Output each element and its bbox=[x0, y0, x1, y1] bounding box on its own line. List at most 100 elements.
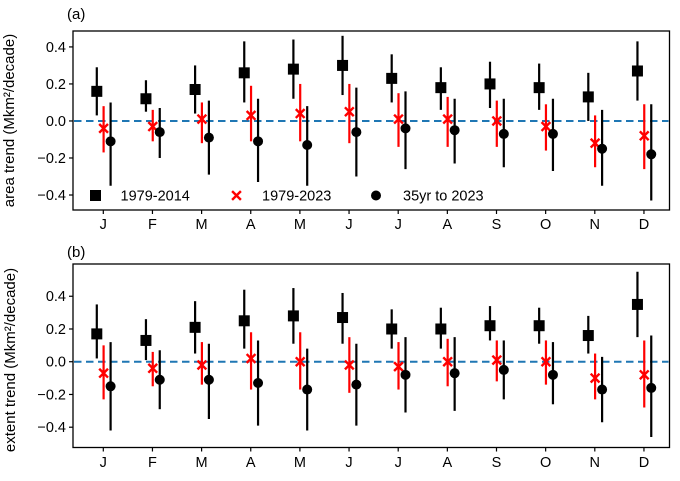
x-tick-label: A bbox=[443, 217, 453, 233]
x-marker bbox=[393, 113, 404, 125]
x-marker bbox=[639, 130, 650, 142]
x-tick-label: M bbox=[196, 217, 208, 233]
x-marker bbox=[442, 356, 453, 367]
circle-marker bbox=[449, 368, 460, 379]
x-marker bbox=[196, 113, 208, 125]
square-marker bbox=[189, 321, 201, 333]
axes-frame bbox=[72, 30, 671, 211]
circle-marker bbox=[646, 382, 657, 393]
series-1979-2014 bbox=[91, 35, 643, 121]
x-marker bbox=[540, 356, 552, 367]
y-tick-label: 0.2 bbox=[46, 322, 66, 338]
square-marker bbox=[287, 310, 299, 322]
square-marker bbox=[386, 323, 398, 335]
square-marker bbox=[189, 83, 201, 95]
square-marker bbox=[287, 63, 299, 75]
x-marker bbox=[442, 113, 453, 125]
square-marker bbox=[140, 93, 152, 105]
y-tick-label: −0.2 bbox=[37, 387, 66, 403]
x-tick-label: J bbox=[395, 455, 402, 471]
square-marker bbox=[484, 320, 496, 332]
square-marker bbox=[631, 65, 643, 77]
x-marker bbox=[540, 121, 552, 132]
x-marker bbox=[344, 106, 355, 117]
x-tick-label: F bbox=[148, 455, 157, 471]
circle-marker bbox=[203, 132, 214, 143]
y-axis-label: extent trend (Mkm²/decade) bbox=[2, 268, 19, 452]
circle-marker bbox=[253, 378, 264, 389]
circle-marker bbox=[400, 123, 411, 134]
circle-marker bbox=[154, 127, 165, 138]
square-marker bbox=[140, 334, 152, 346]
circle-marker bbox=[597, 384, 608, 395]
square-marker bbox=[238, 67, 250, 79]
y-tick-label: −0.2 bbox=[37, 151, 66, 167]
x-tick-label: S bbox=[492, 217, 502, 233]
x-marker bbox=[589, 372, 601, 384]
circle-marker bbox=[547, 369, 558, 380]
x-tick-label: M bbox=[294, 217, 306, 233]
circle-marker bbox=[302, 384, 313, 395]
circle-marker bbox=[498, 364, 509, 375]
panel-b: (b) extent trend (Mkm²/decade) 0.4 0.2 0.0 −0… bbox=[2, 244, 671, 471]
square-marker bbox=[435, 323, 447, 335]
x-tick-label: M bbox=[294, 455, 306, 471]
series-1979-2023 bbox=[98, 332, 650, 408]
legend-label: 1979-2014 bbox=[121, 189, 190, 205]
circle-marker bbox=[105, 381, 116, 392]
legend-label: 35yr to 2023 bbox=[403, 189, 484, 205]
y-tick-label: 0.0 bbox=[46, 114, 66, 130]
x-marker bbox=[393, 361, 404, 372]
circle-marker bbox=[351, 379, 362, 390]
square-marker bbox=[91, 85, 103, 97]
x-tick-label: J bbox=[100, 455, 107, 471]
x-tick-label: M bbox=[196, 455, 208, 471]
x-marker bbox=[245, 110, 257, 121]
x-tick-label: N bbox=[590, 455, 600, 471]
x-marker bbox=[98, 367, 109, 379]
square-marker bbox=[631, 298, 643, 310]
legend: 1979-2014 1979-2023 35yr to 2023 bbox=[90, 189, 484, 205]
y-tick-label: 0.4 bbox=[46, 40, 66, 56]
x-tick-label: D bbox=[639, 455, 649, 471]
circle-marker bbox=[154, 374, 165, 385]
y-tick-label: 0.0 bbox=[46, 355, 66, 371]
circle-marker bbox=[371, 190, 381, 201]
square-marker bbox=[91, 328, 103, 340]
x-marker bbox=[196, 359, 208, 371]
series-1979-2023 bbox=[98, 83, 650, 170]
circle-marker bbox=[400, 369, 411, 380]
square-marker bbox=[533, 320, 545, 332]
square-marker bbox=[484, 78, 496, 90]
x-marker bbox=[491, 354, 503, 366]
x-marker bbox=[491, 115, 503, 127]
x-tick-label: J bbox=[345, 455, 352, 471]
x-marker bbox=[344, 359, 355, 371]
circle-marker bbox=[203, 374, 214, 385]
square-marker bbox=[533, 82, 545, 94]
y-tick-label: 0.4 bbox=[46, 289, 66, 305]
y-axis-label: area trend (Mkm²/decade) bbox=[1, 34, 18, 207]
circle-marker bbox=[449, 125, 460, 136]
x-tick-label: S bbox=[492, 455, 502, 471]
series-1979-2014 bbox=[91, 271, 643, 361]
y-tick-label: −0.4 bbox=[37, 420, 66, 436]
panel-label: (b) bbox=[67, 244, 85, 261]
square-marker bbox=[582, 91, 594, 103]
x-marker bbox=[294, 356, 306, 367]
x-tick-label: J bbox=[345, 217, 352, 233]
x-marker bbox=[231, 190, 242, 201]
circle-marker bbox=[498, 128, 509, 139]
square-marker bbox=[386, 72, 398, 84]
x-tick-label: O bbox=[540, 217, 551, 233]
x-marker bbox=[245, 353, 257, 364]
x-tick-label: J bbox=[100, 217, 107, 233]
series-35yr-to-2023 bbox=[105, 87, 657, 201]
circle-marker bbox=[597, 143, 608, 154]
circle-marker bbox=[351, 127, 362, 138]
x-tick-label: D bbox=[639, 217, 649, 233]
x-tick-label: J bbox=[395, 217, 402, 233]
x-marker bbox=[147, 363, 158, 374]
x-tick-label: O bbox=[540, 455, 551, 471]
